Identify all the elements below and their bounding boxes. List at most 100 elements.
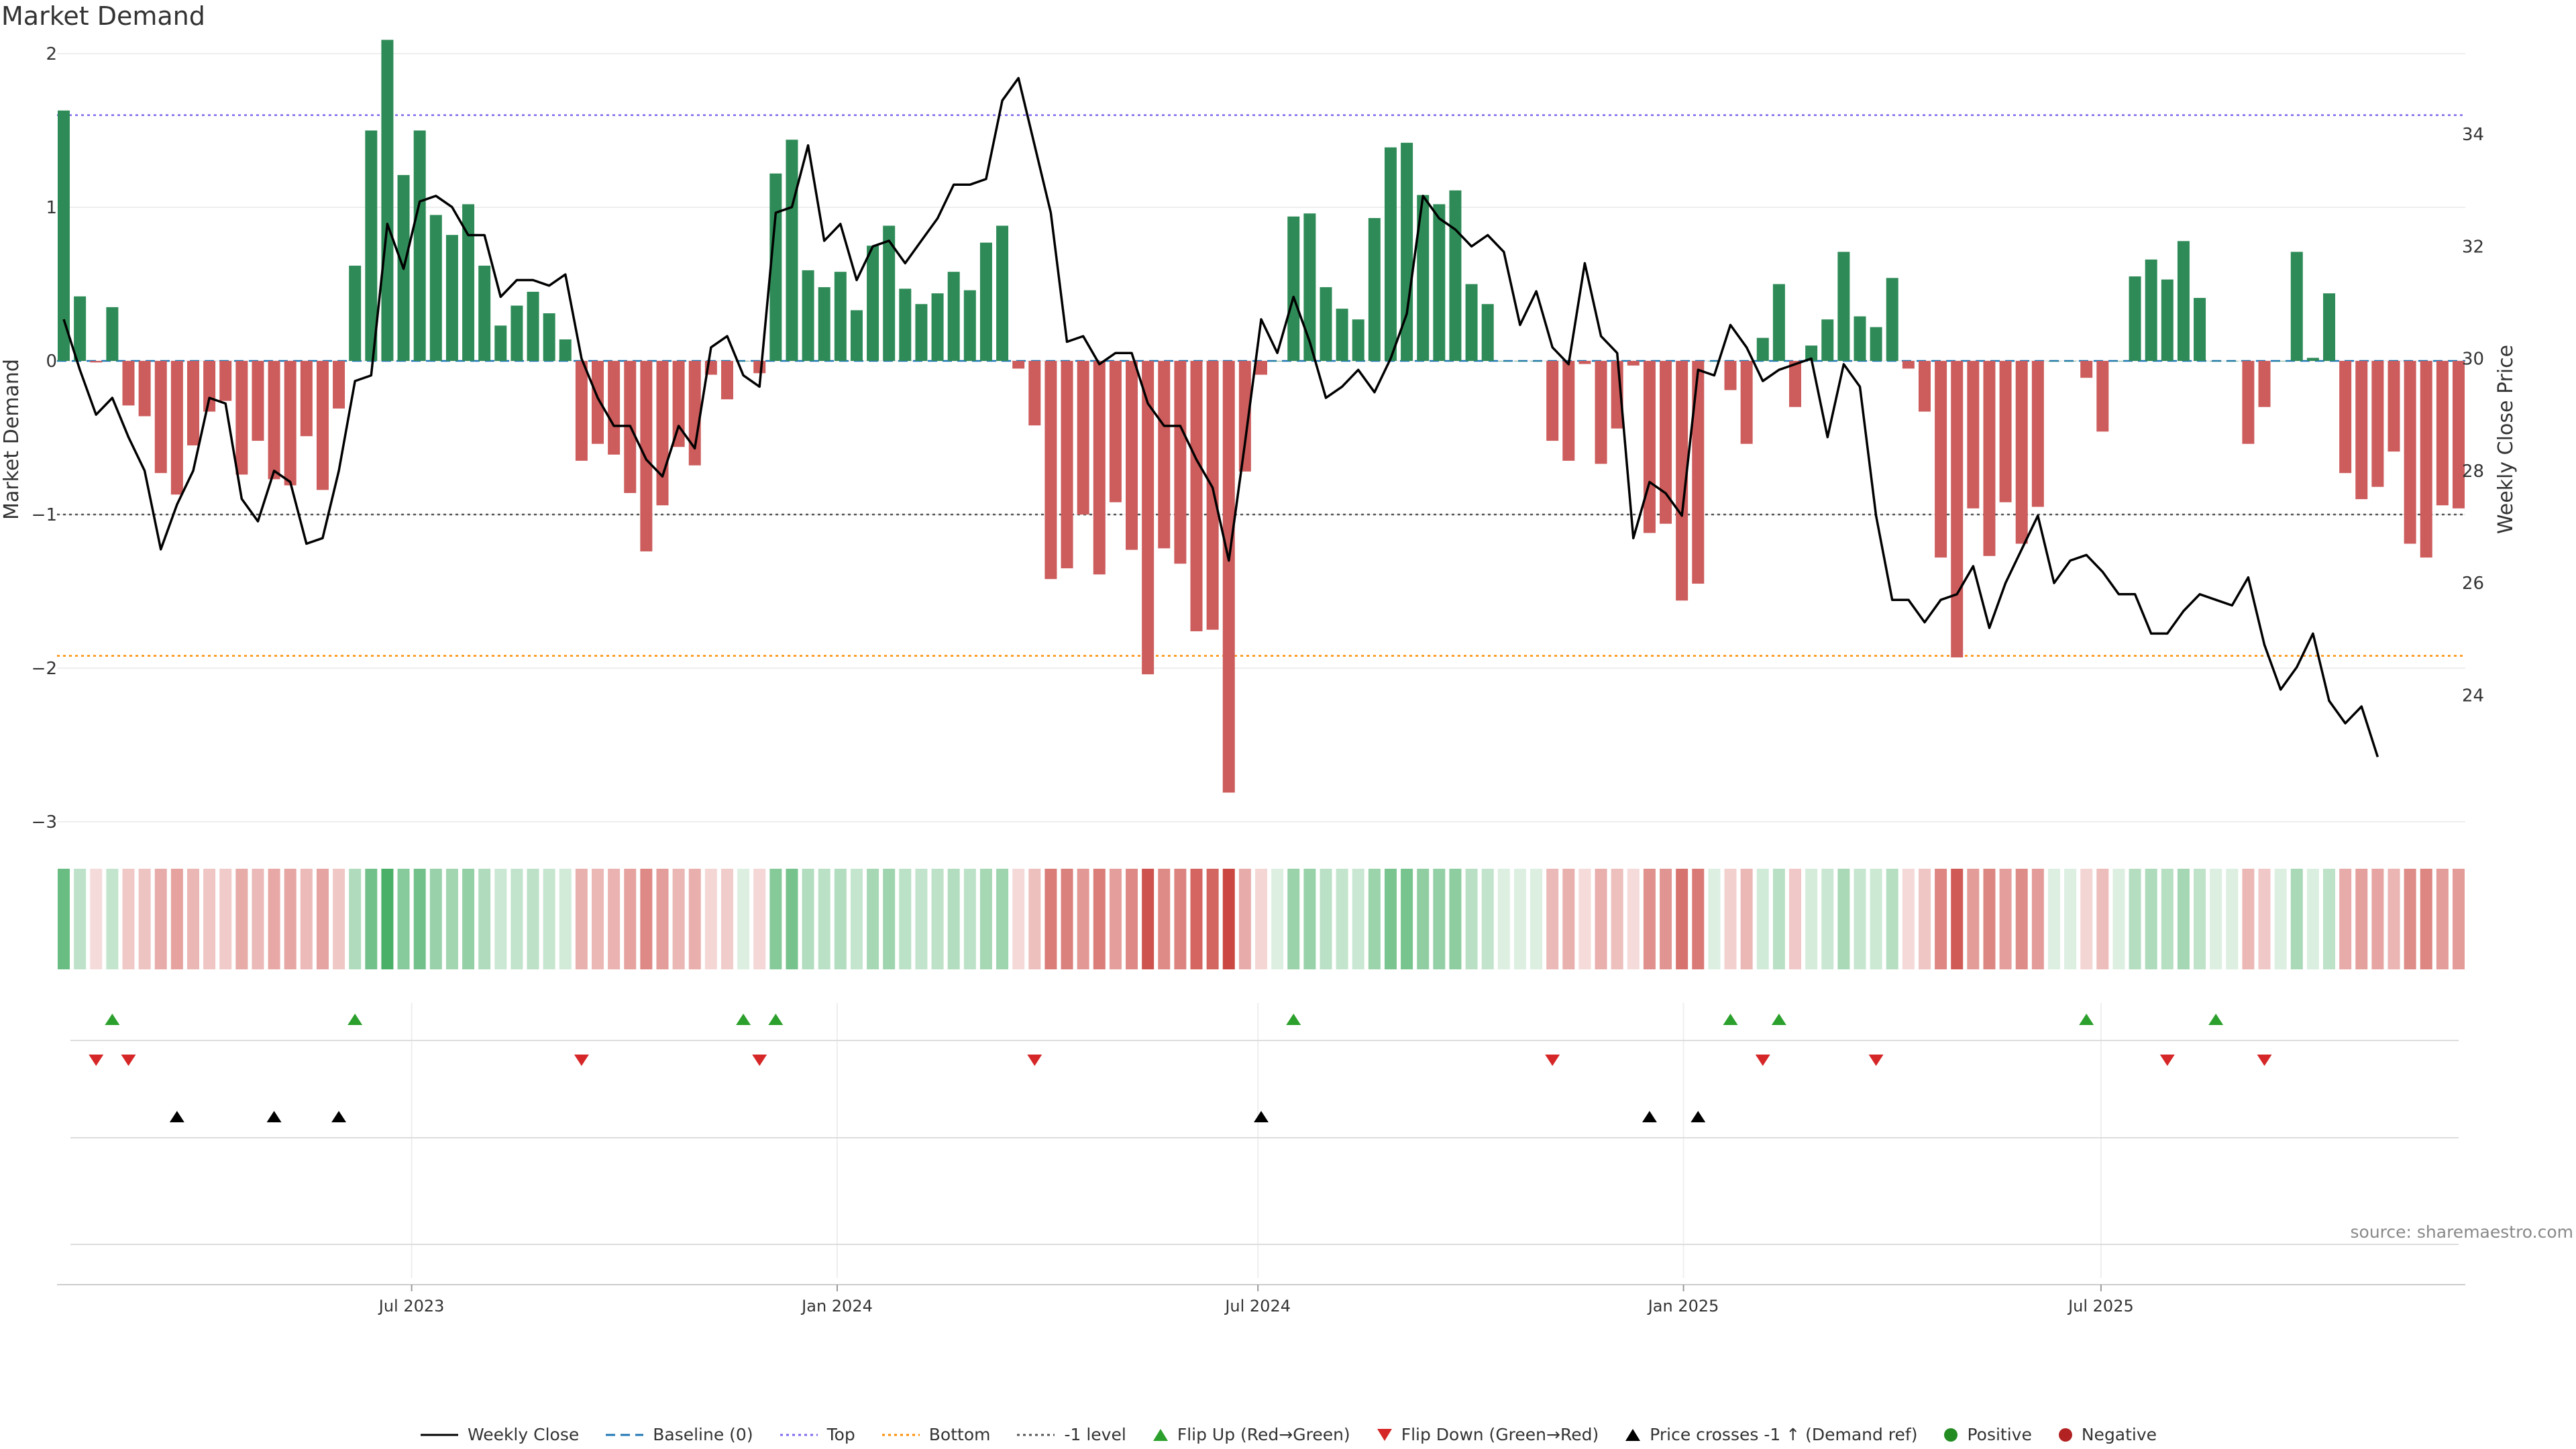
demand-bar [1935,361,1947,558]
flip-up-marker [736,1014,751,1025]
demand-bar [2339,361,2352,474]
heat-cell [1287,869,1300,969]
heat-cell [753,869,766,969]
heat-cell [1578,869,1591,969]
heat-cell [1449,869,1462,969]
legend-label: Flip Up (Red→Green) [1177,1425,1350,1444]
demand-bar [2274,361,2287,362]
demand-bar [1772,284,1785,361]
legend-item-positive: Positive [1943,1425,2032,1444]
legend-label: Price crosses -1 ↑ (Demand ref) [1650,1425,1918,1444]
price-cross-marker [1642,1111,1657,1122]
demand-bar [1627,361,1640,366]
demand-bar [963,290,976,361]
heat-cell [867,869,879,969]
demand-bar [1902,361,1915,369]
heat-cell [2015,869,2028,969]
heat-cell [2339,869,2352,969]
heat-cell [1303,869,1316,969]
demand-bar [1044,361,1057,580]
demand-bar [688,361,701,466]
demand-bar [1481,304,1494,361]
heat-cell [1384,869,1397,969]
demand-bar [2161,279,2174,361]
demand-bar [74,296,87,361]
heat-cell [90,869,103,969]
demand-bar [186,361,199,445]
heat-cell [58,869,70,969]
heat-cell [592,869,604,969]
heat-cell [915,869,928,969]
demand-bar [1126,361,1138,550]
heat-cell [1902,869,1915,969]
demand-bar [2242,361,2255,444]
demand-bar [300,361,313,437]
legend-item-bottom: Bottom [881,1425,990,1444]
heat-cell [1870,869,1882,969]
heat-cell [429,869,442,969]
flip-down-marker [121,1055,136,1066]
heat-cell [1401,869,1413,969]
heat-cell [2210,869,2222,969]
heat-cell [170,869,183,969]
legend-item-top: Top [779,1425,855,1444]
x-tick-label: Jul 2023 [378,1297,445,1316]
legend-item-negative: Negative [2057,1425,2157,1444]
demand-bar [1724,361,1737,390]
heat-cell [349,869,362,969]
heat-cell [1918,869,1931,969]
heat-cell [1158,869,1171,969]
chart-title: Market Demand [1,1,205,31]
demand-bar [996,225,1009,361]
heat-cell [2258,869,2271,969]
triangle-up-icon [1625,1428,1641,1441]
price-cross-marker [331,1111,347,1122]
heat-cell [2371,869,2384,969]
demand-bar [2387,361,2400,452]
demand-bar [1837,252,1850,361]
heat-cell [1660,869,1672,969]
heat-cell [850,869,863,969]
demand-bar [445,235,458,361]
y-axis-label: Market Demand [0,359,23,520]
heat-cell [300,869,313,969]
demand-bar [1692,361,1705,584]
heat-cell [2436,869,2449,969]
demand-bar [1417,195,1430,361]
demand-bar [494,325,507,361]
demand-bar [2371,361,2384,487]
flip-down-marker [1545,1055,1560,1066]
heat-cell [1174,869,1187,969]
heat-cell [786,869,798,969]
demand-bar [931,293,944,361]
heat-cell [1595,869,1607,969]
demand-bar [1206,361,1219,630]
heat-cell [2129,869,2141,969]
demand-bar [559,339,572,361]
heat-cell [284,869,297,969]
heat-cell [1676,869,1688,969]
flip-down-marker [1027,1055,1042,1066]
heat-cell [769,869,782,969]
demand-bar [2080,361,2093,378]
demand-bar [947,272,960,361]
heat-cell [413,869,426,969]
heat-cell [1837,869,1850,969]
heat-cell [1336,869,1348,969]
heat-cell [268,869,280,969]
demand-bar [1336,309,1348,361]
demand-bar [786,140,798,362]
heat-cell [1126,869,1138,969]
heat-cell [1206,869,1219,969]
y-tick-label: 1 [46,198,57,218]
flip-down-marker [752,1055,767,1066]
heat-cell [883,869,896,969]
legend-label: Negative [2081,1425,2157,1444]
heat-cell [186,869,199,969]
demand-bar [1578,361,1591,364]
legend-item-minus1: -1 level [1016,1425,1126,1444]
demand-bar [979,242,992,361]
heat-cell [834,869,847,969]
legend-item-baseline: Baseline (0) [604,1425,753,1444]
